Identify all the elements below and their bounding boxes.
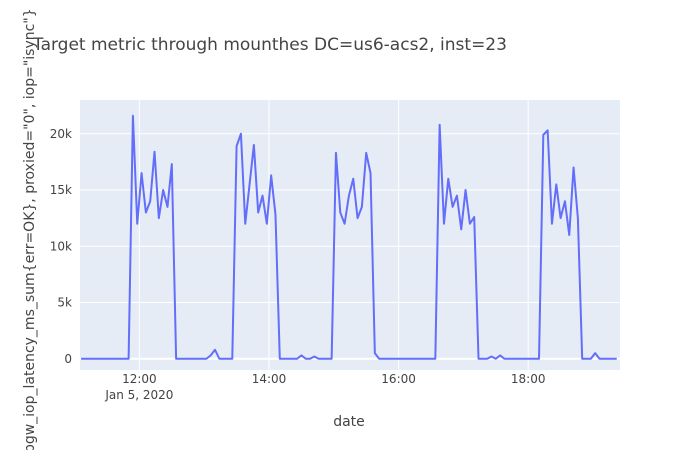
x-axis-title: date: [333, 414, 365, 430]
x-tick-label: 12:00: [122, 372, 157, 386]
y-tick-label: 10k: [50, 239, 72, 253]
chart-title: Target metric through mounthes DC=us6-ac…: [32, 35, 507, 55]
y-tick-label: 0: [64, 352, 72, 366]
y-tick-label: 20k: [50, 127, 72, 141]
y-tick-label: 5k: [57, 296, 72, 310]
y-axis-title: abgw_iop_latency_ms_sum{err=OK}, proxied…: [22, 8, 38, 450]
x-date-label: Jan 5, 2020: [104, 388, 173, 402]
x-tick-label: 18:00: [511, 372, 546, 386]
y-tick-label: 15k: [50, 183, 72, 197]
line: [81, 114, 617, 360]
plot-area: [80, 100, 620, 370]
x-tick-label: 16:00: [381, 372, 416, 386]
x-tick-label: 14:00: [252, 372, 287, 386]
